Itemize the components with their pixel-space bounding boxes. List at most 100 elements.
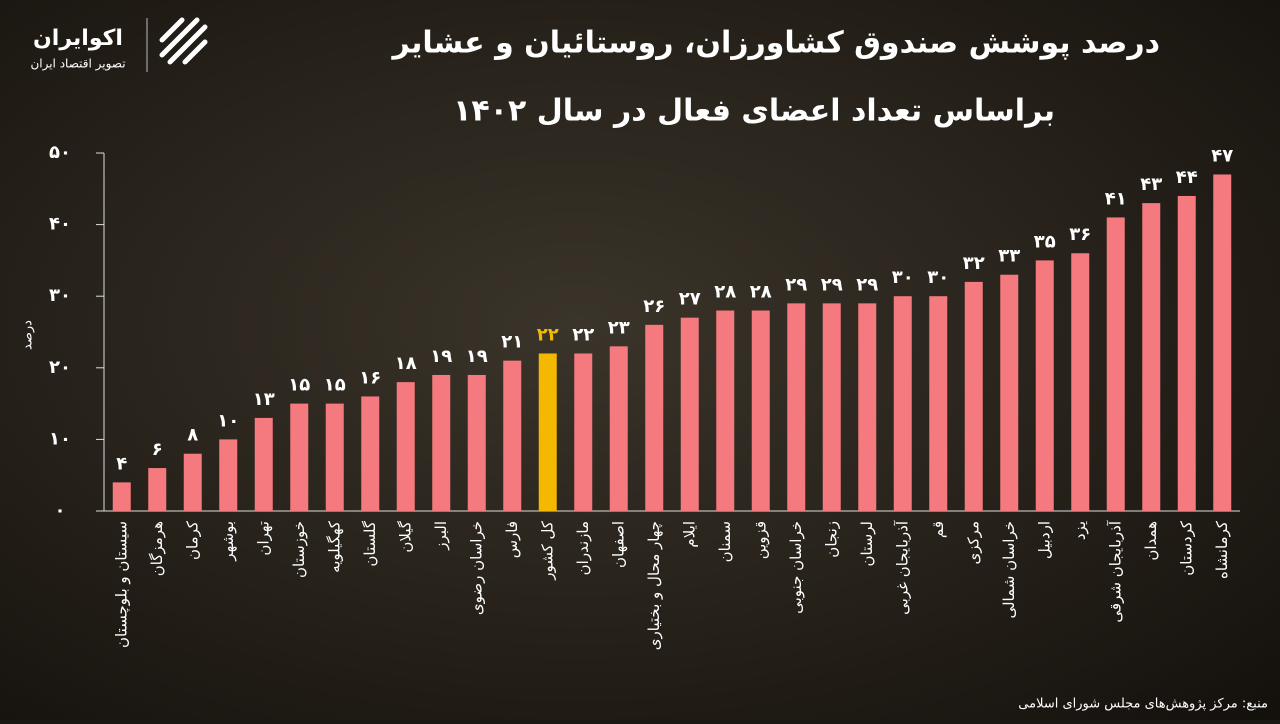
value-label: ۲۹ xyxy=(785,274,807,295)
bar xyxy=(432,374,451,511)
value-label: ۳۶ xyxy=(1069,224,1091,245)
value-label: ۱۵ xyxy=(288,375,310,396)
x-tick-label: گیلان xyxy=(396,520,414,552)
bar xyxy=(290,403,309,511)
bar xyxy=(751,310,770,511)
x-tick-label: لرستان xyxy=(858,521,876,567)
x-tick-label: همدان xyxy=(1142,521,1160,561)
x-tick-label: مرکزی xyxy=(964,521,982,564)
y-tick-label: ۴۰ xyxy=(49,214,71,235)
bar xyxy=(538,353,557,511)
bar xyxy=(112,482,131,511)
bar xyxy=(467,374,486,511)
value-label: ۱۹ xyxy=(430,346,452,367)
bar xyxy=(396,382,415,511)
bar xyxy=(219,439,238,511)
x-tick-label: سمنان xyxy=(716,521,734,562)
x-tick-label: قزوین xyxy=(751,521,769,559)
value-label: ۸ xyxy=(187,425,198,446)
x-tick-label: یزد xyxy=(1071,521,1089,540)
source: منبع: مرکز پژوهش‌های مجلس شورای اسلامی xyxy=(1018,697,1268,712)
bar xyxy=(609,346,628,511)
value-label: ۲۸ xyxy=(750,282,772,303)
value-label: ۲۳ xyxy=(608,317,630,338)
value-label: ۴۴ xyxy=(1176,167,1198,188)
value-label: ۲۶ xyxy=(643,296,665,317)
bar xyxy=(787,303,806,511)
value-label: ۱۳ xyxy=(253,389,275,410)
x-tick-label: هرمزگان xyxy=(148,521,166,576)
value-label: ۳۲ xyxy=(963,253,985,274)
x-tick-label: کرمان xyxy=(183,520,201,560)
x-tick-label: گلستان xyxy=(361,520,379,566)
bar xyxy=(964,281,983,511)
value-label: ۴ xyxy=(116,453,127,474)
y-tick-label: ۲۰ xyxy=(49,357,71,378)
x-tick-label: البرز xyxy=(432,521,450,551)
x-tick-label: کردستان xyxy=(1177,520,1195,576)
bar xyxy=(1213,174,1232,512)
logo-name: اکوایران xyxy=(33,26,123,51)
y-tick-label: ۵۰ xyxy=(49,142,71,163)
x-tick-label: خراسان شمالی xyxy=(1000,521,1018,619)
value-label: ۶ xyxy=(152,439,163,460)
value-label: ۲۹ xyxy=(821,274,843,295)
bar xyxy=(1142,203,1161,511)
bar xyxy=(1177,195,1196,511)
value-label: ۳۵ xyxy=(1034,231,1056,252)
logo-icon xyxy=(159,17,208,65)
chart-title: درصد پوشش صندوق کشاورزان، روستائیان و عش… xyxy=(390,26,1160,61)
x-tick-label: فارس xyxy=(503,521,521,558)
x-tick-label: خراسان جنوبی xyxy=(787,521,805,614)
x-tick-label: آذربایجان غربی xyxy=(893,520,911,615)
x-tick-label: سیستان و بلوچستان xyxy=(112,521,130,648)
value-label: ۱۸ xyxy=(395,353,417,374)
y-axis-label: درصد xyxy=(21,320,36,350)
x-tick-label: بوشهر xyxy=(219,521,237,562)
value-label: ۲۲ xyxy=(572,324,594,345)
bar xyxy=(503,360,522,511)
y-tick-label: ۳۰ xyxy=(49,285,71,306)
value-label: ۱۵ xyxy=(324,375,346,396)
x-tick-label: کهگیلویه xyxy=(325,520,343,573)
value-label: ۲۸ xyxy=(714,282,736,303)
x-tick-label: زنجان xyxy=(822,521,840,558)
value-label: ۱۶ xyxy=(359,367,381,388)
x-tick-label: ایلام xyxy=(680,521,698,548)
bar xyxy=(325,403,344,511)
bar xyxy=(929,296,948,511)
x-tick-label: خراسان رضوی xyxy=(467,521,485,615)
bar xyxy=(645,324,664,511)
value-label: ۳۰ xyxy=(892,267,914,288)
value-label: ۱۹ xyxy=(466,346,488,367)
value-label: ۳۰ xyxy=(927,267,949,288)
value-label: ۴۱ xyxy=(1105,188,1127,209)
bar xyxy=(1071,253,1090,512)
value-label: ۲۹ xyxy=(856,274,878,295)
x-tick-label: اصفهان xyxy=(609,521,627,568)
bar xyxy=(858,303,877,511)
bar xyxy=(1106,217,1125,511)
y-tick-label: ۰ xyxy=(55,500,66,521)
x-tick-label: تهران xyxy=(254,521,272,556)
bar xyxy=(1035,260,1054,511)
x-tick-label: آذربایجان شرقی xyxy=(1106,520,1124,622)
x-tick-label: خوزستان xyxy=(290,521,308,578)
bar xyxy=(822,303,841,511)
logo-tagline: تصویر اقتصاد ایران xyxy=(30,57,125,72)
bar xyxy=(1000,274,1019,511)
bar xyxy=(680,317,699,511)
value-label: ۲۲ xyxy=(537,324,559,345)
x-tick-label: قم xyxy=(929,521,947,538)
bar xyxy=(183,453,202,511)
value-label: ۳۳ xyxy=(998,246,1020,267)
bar xyxy=(574,353,593,511)
value-label: ۴۳ xyxy=(1140,174,1162,195)
value-label: ۱۰ xyxy=(217,410,239,431)
x-tick-label: چهار محال و بختیاری xyxy=(645,521,663,650)
value-label: ۲۱ xyxy=(501,332,523,353)
x-tick-label: مازندران xyxy=(574,521,592,575)
